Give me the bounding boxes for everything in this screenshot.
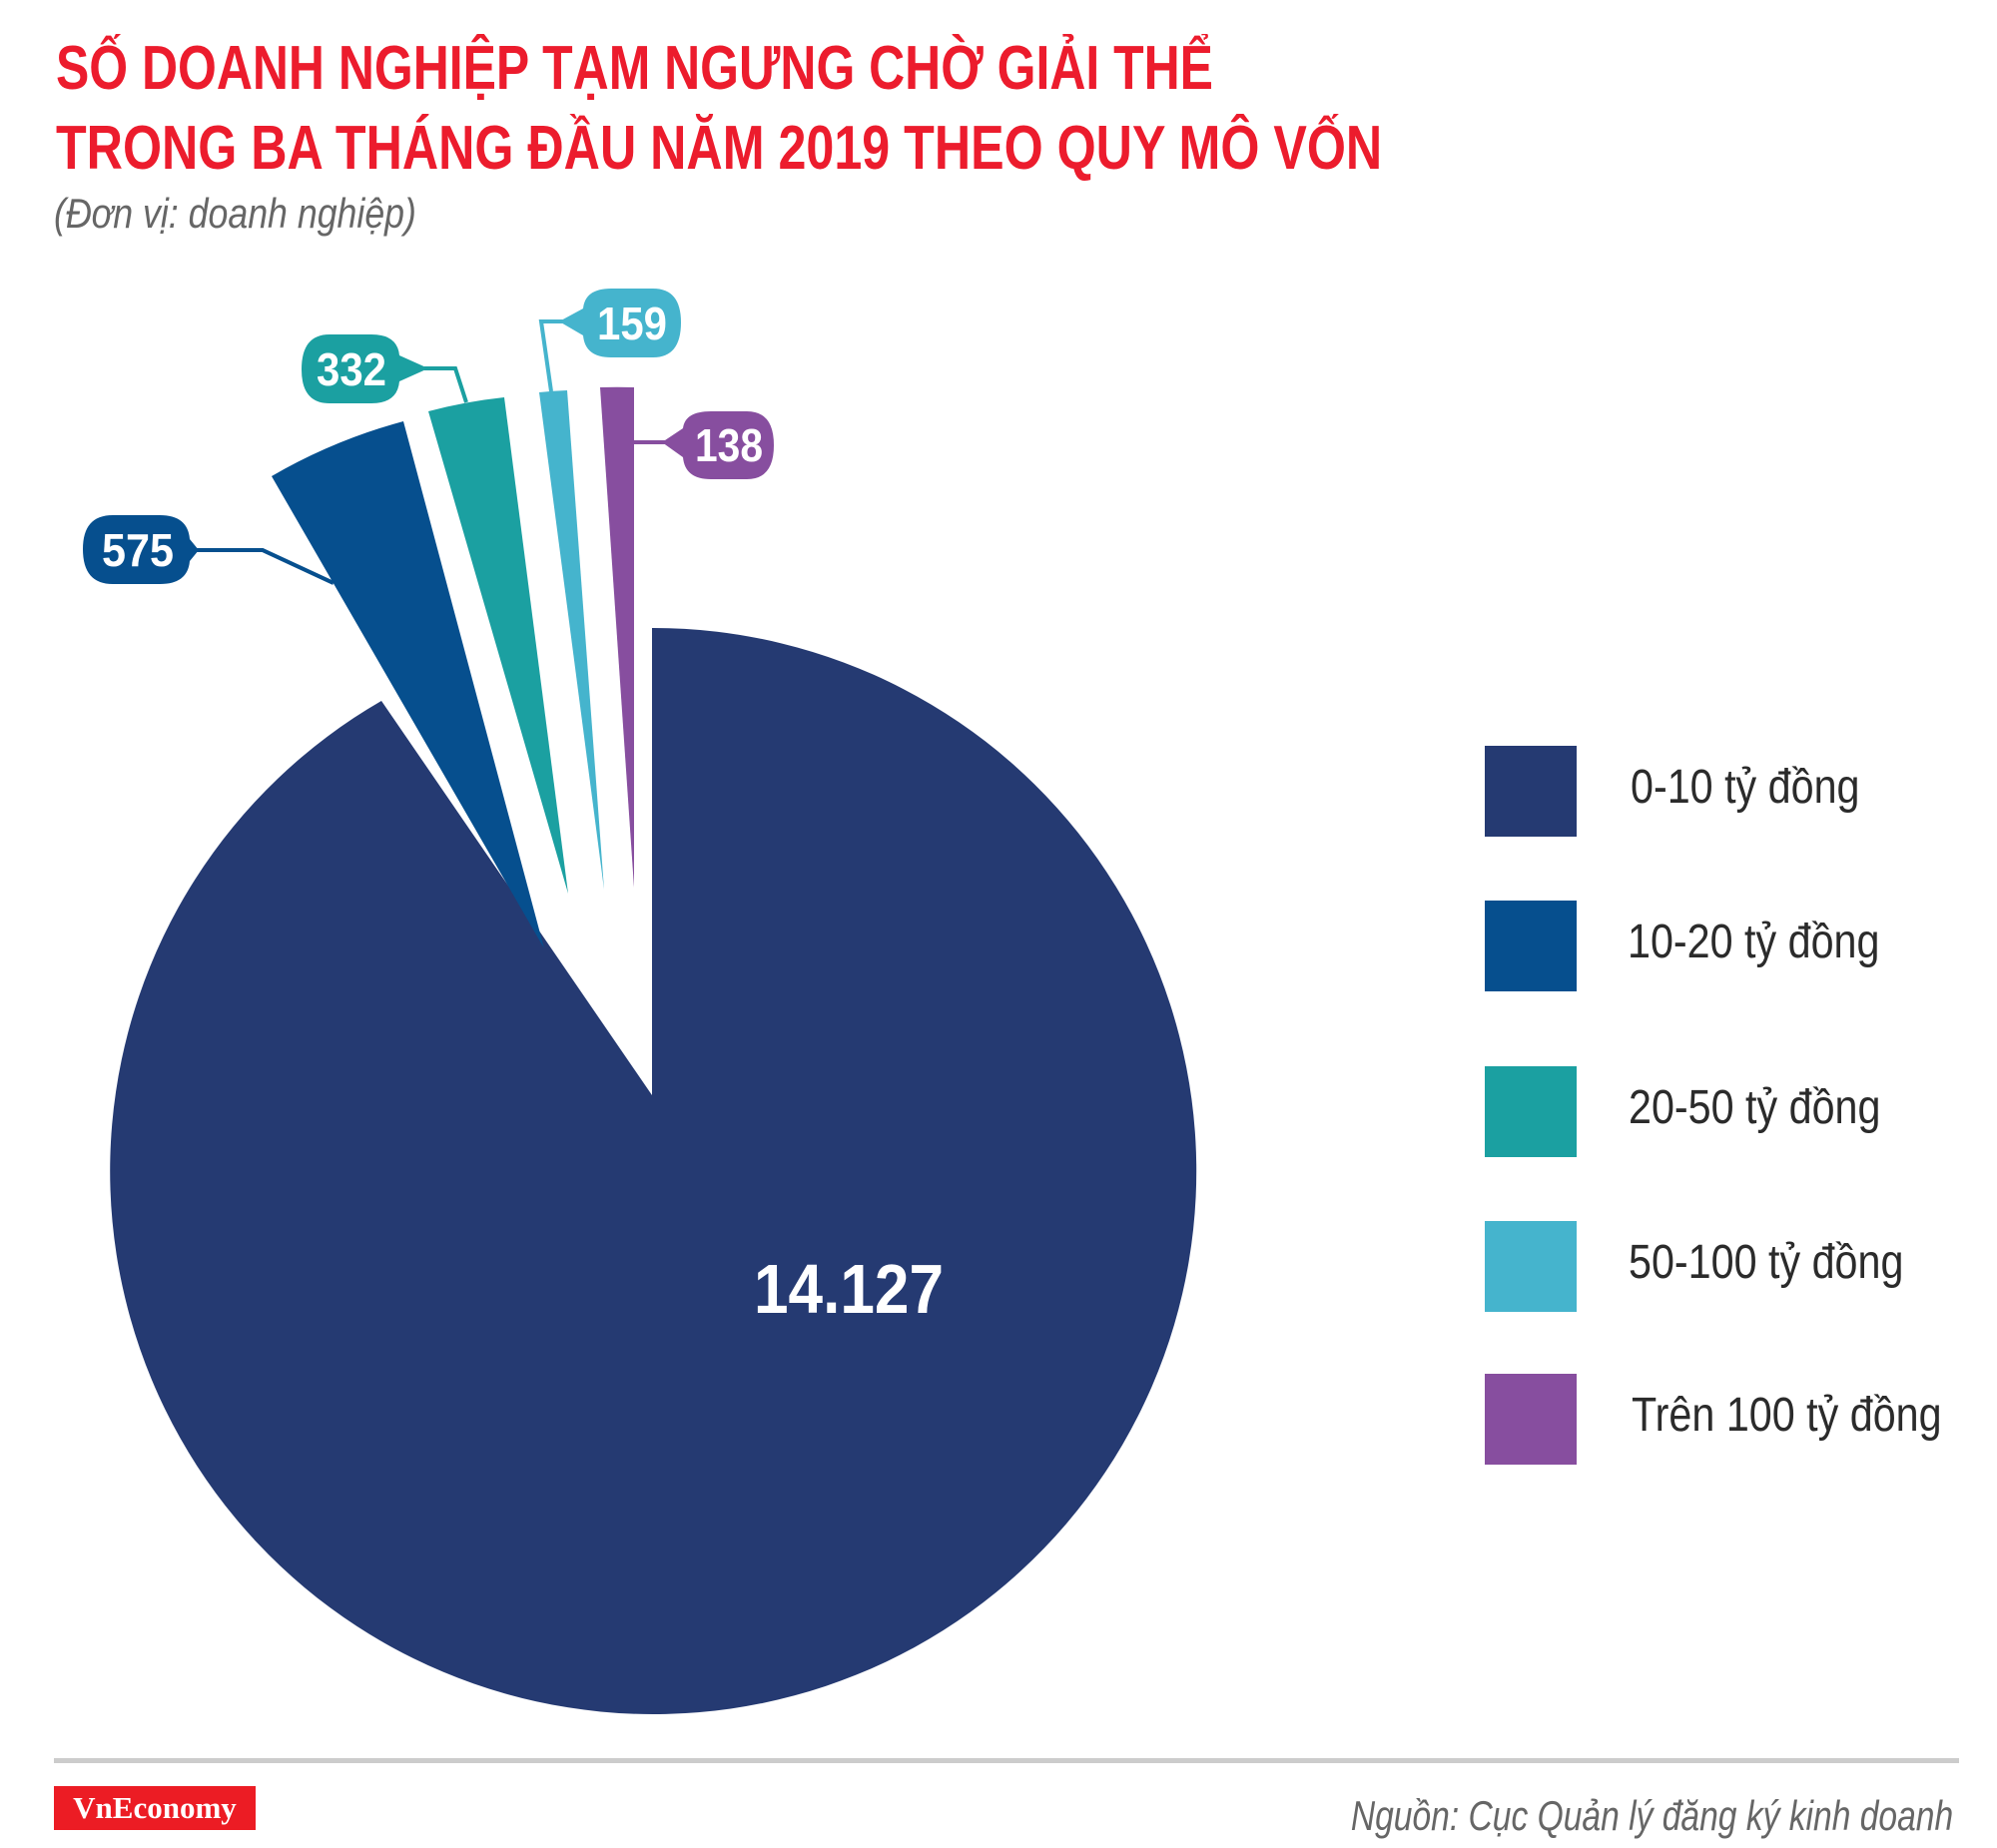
footer-divider <box>54 1758 1959 1763</box>
slice-20-50 <box>428 397 568 894</box>
chart-unit-subtitle: (Đơn vị: doanh nghiệp) <box>54 190 416 237</box>
legend-item-50-100: 50-100 tỷ đồng <box>1485 1221 1997 1312</box>
slice-0-10 <box>110 627 1197 1714</box>
vneconomy-logo: VnEconomy <box>54 1786 256 1830</box>
legend-label: 10-20 tỷ đồng <box>1628 916 1880 968</box>
callout-10-20-value: 575 <box>102 524 174 576</box>
legend-item-over-100: Trên 100 tỷ đồng <box>1485 1374 1997 1465</box>
legend-item-20-50: 20-50 tỷ đồng <box>1485 1066 1997 1157</box>
callout-over-100-value: 138 <box>695 419 763 471</box>
slice-over-100 <box>600 386 634 888</box>
callout-10-20: 575 <box>83 515 334 585</box>
legend-label: 20-50 tỷ đồng <box>1629 1081 1881 1134</box>
callout-50-100: 159 <box>538 289 681 392</box>
slice-0-10-value: 14.127 <box>754 1250 944 1328</box>
legend-swatch <box>1485 1374 1577 1465</box>
legend-label: 50-100 tỷ đồng <box>1629 1236 1904 1289</box>
callout-20-50: 332 <box>302 334 468 403</box>
callout-50-100-value: 159 <box>597 298 667 349</box>
source-note: Nguồn: Cục Quản lý đăng ký kinh doanh <box>1350 1792 1953 1839</box>
legend-label: Trên 100 tỷ đồng <box>1632 1389 1942 1442</box>
legend-swatch <box>1485 901 1577 991</box>
slice-10-20 <box>272 421 544 948</box>
legend-item-0-10: 0-10 tỷ đồng <box>1485 746 1997 837</box>
legend-swatch <box>1485 1066 1577 1157</box>
legend-swatch <box>1485 1221 1577 1312</box>
callout-20-50-value: 332 <box>317 343 386 395</box>
legend-swatch <box>1485 746 1577 837</box>
legend-label: 0-10 tỷ đồng <box>1631 761 1860 814</box>
legend-item-10-20: 10-20 tỷ đồng <box>1485 901 1997 991</box>
callout-over-100: 138 <box>634 411 774 479</box>
slice-50-100 <box>539 390 604 890</box>
chart-title-line2: TRONG BA THÁNG ĐẦU NĂM 2019 THEO QUY MÔ … <box>56 114 1383 183</box>
chart-title-line1: SỐ DOANH NGHIỆP TẠM NGƯNG CHỜ GIẢI THỂ <box>56 34 1213 103</box>
